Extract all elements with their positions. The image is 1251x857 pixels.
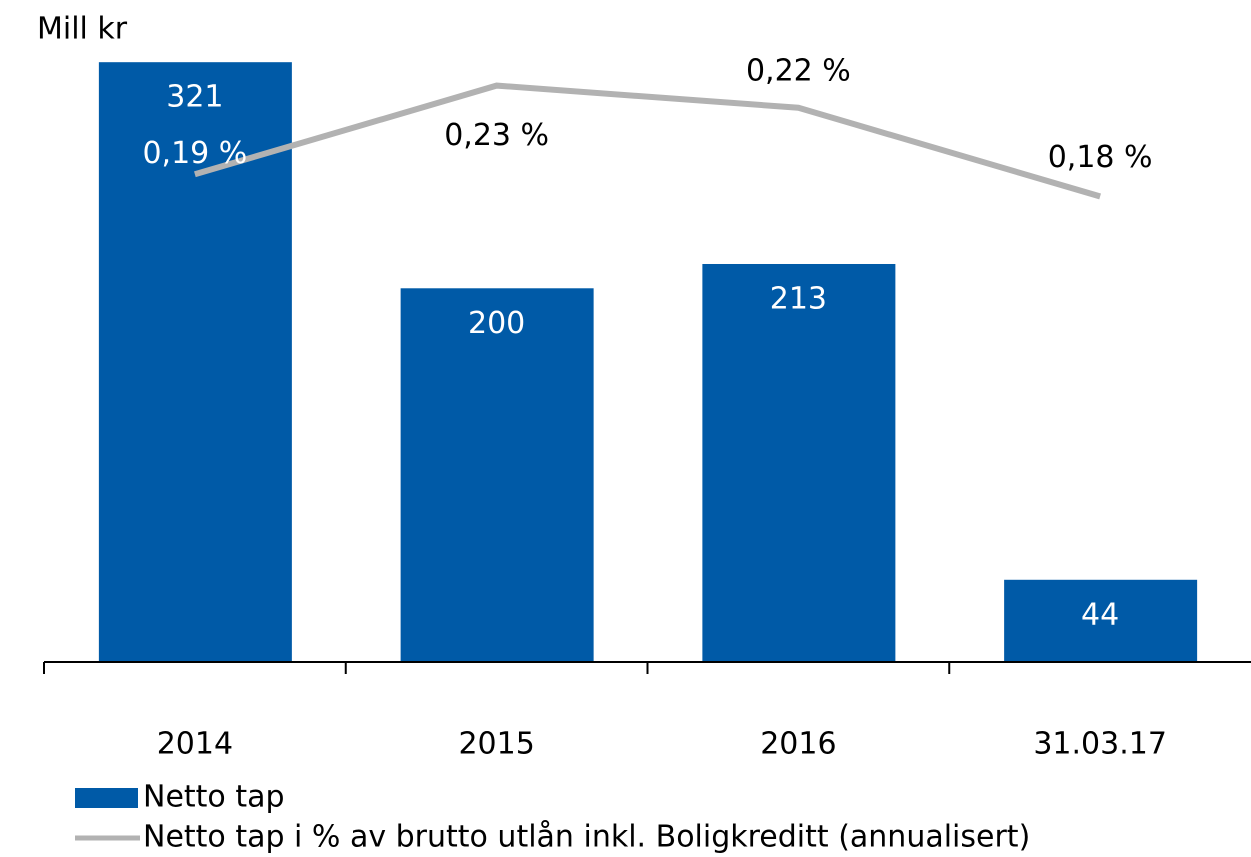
chart-title: Mill kr xyxy=(37,12,128,47)
bar xyxy=(400,288,594,662)
legend-swatch xyxy=(75,788,138,808)
bar-label: 44 xyxy=(1081,597,1119,632)
line-label: 0,23 % xyxy=(444,118,549,153)
line-label: 0,19 % xyxy=(142,136,247,171)
bar-label: 321 xyxy=(166,80,223,115)
line-label: 0,22 % xyxy=(746,53,851,88)
bar-label: 200 xyxy=(468,306,525,341)
x-tick-label: 2015 xyxy=(458,727,534,762)
bar xyxy=(702,263,896,662)
legend-label: Netto tap i % av brutto utlån inkl. Boli… xyxy=(143,820,1030,855)
bar xyxy=(1004,579,1198,662)
x-tick-label: 2016 xyxy=(760,727,836,762)
legend-label: Netto tap xyxy=(143,780,285,815)
line xyxy=(194,82,1101,200)
x-tick-label: 2014 xyxy=(157,727,233,762)
bar xyxy=(98,62,292,662)
x-tick-label: 31.03.17 xyxy=(1033,727,1167,762)
bar-label: 213 xyxy=(770,281,827,316)
line-label: 0,18 % xyxy=(1048,140,1153,175)
